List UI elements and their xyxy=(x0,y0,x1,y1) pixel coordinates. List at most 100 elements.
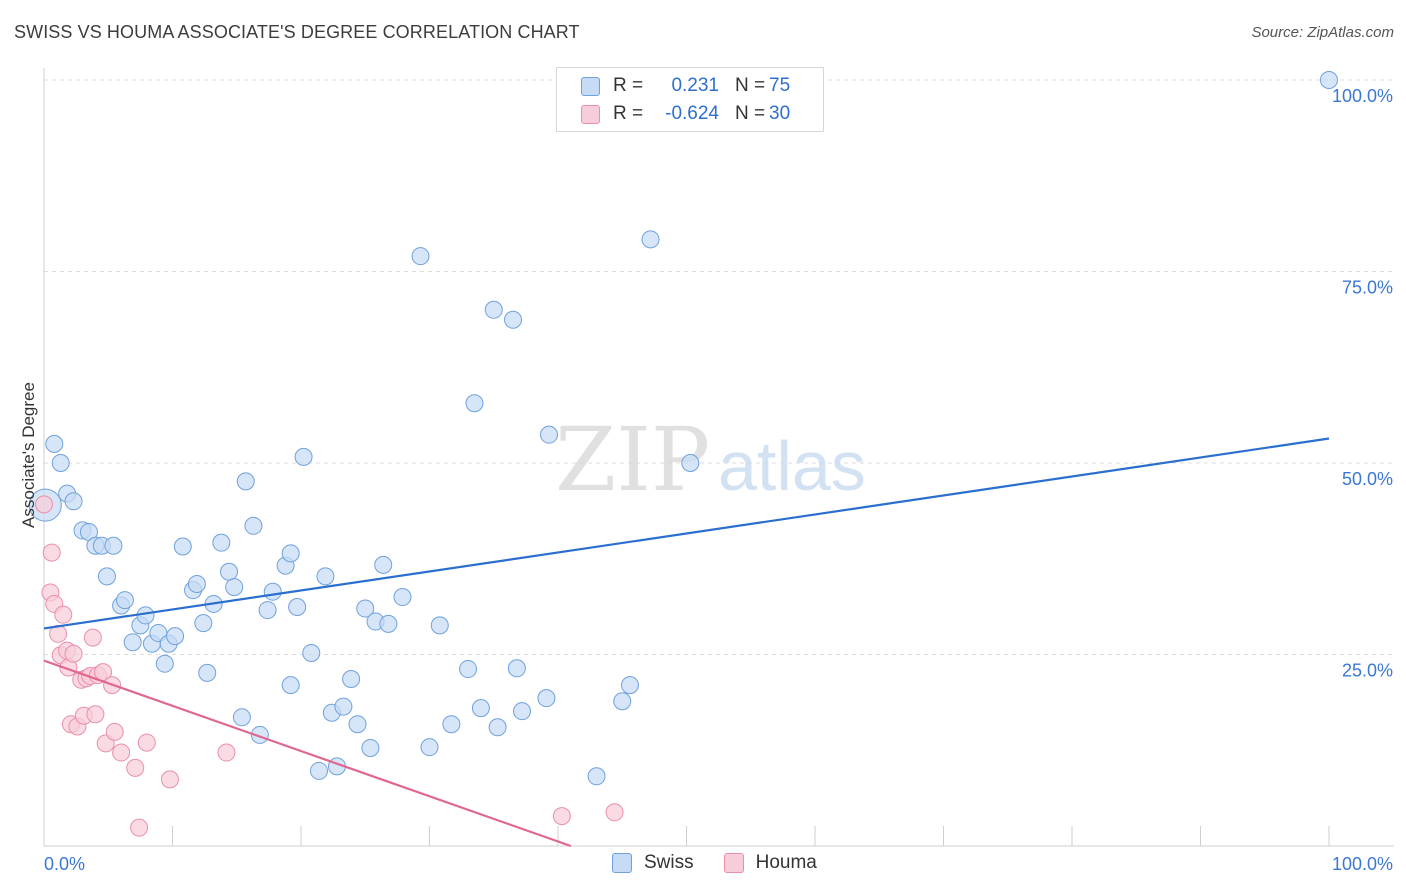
swiss-point xyxy=(411,247,430,266)
swiss-point xyxy=(64,492,83,511)
swiss-point xyxy=(115,591,134,610)
swiss-point xyxy=(281,544,300,563)
swiss-point xyxy=(379,614,398,633)
houma-point xyxy=(64,644,83,663)
houma-point xyxy=(35,495,53,514)
source-credit: Source: ZipAtlas.com xyxy=(1251,24,1394,41)
swiss-point xyxy=(309,761,328,780)
swiss-point xyxy=(442,715,461,734)
swiss-point xyxy=(471,699,490,718)
swiss-point xyxy=(459,660,478,679)
swiss-point xyxy=(302,643,321,662)
y-tick-label: 25.0% xyxy=(1342,661,1393,681)
swiss-point xyxy=(212,533,231,552)
houma-point xyxy=(552,807,571,826)
houma-point xyxy=(112,743,131,762)
swiss-point xyxy=(507,659,526,678)
houma-point xyxy=(126,758,145,777)
swiss-point xyxy=(1320,71,1338,89)
swiss-point xyxy=(166,627,185,646)
swiss-point xyxy=(504,310,523,329)
houma-points xyxy=(35,495,624,837)
swiss-point xyxy=(97,567,116,586)
houma-n-value: 30 xyxy=(769,103,791,124)
houma-point xyxy=(42,543,61,562)
swiss-point xyxy=(281,676,300,695)
swiss-point xyxy=(225,578,244,597)
swiss-point xyxy=(194,614,213,633)
swiss-point xyxy=(51,454,70,472)
swiss-point xyxy=(232,708,251,727)
swiss-point xyxy=(187,575,206,594)
swiss-trend-line xyxy=(43,437,1330,630)
swiss-point xyxy=(540,425,559,444)
swiss-point xyxy=(173,537,192,556)
swiss-legend-swatch xyxy=(612,853,632,873)
swiss-point xyxy=(374,555,393,574)
swiss-point xyxy=(342,670,361,689)
swiss-point xyxy=(244,516,263,535)
swiss-point xyxy=(258,601,277,620)
houma-point xyxy=(160,770,179,789)
swiss-point xyxy=(488,718,507,737)
r-label: R = xyxy=(613,75,644,96)
houma-legend-label: Houma xyxy=(755,852,817,873)
swiss-point xyxy=(123,633,142,652)
n-label: N = xyxy=(735,75,766,96)
houma-swatch xyxy=(581,104,600,124)
watermark-atlas: atlas xyxy=(718,427,866,505)
swiss-point xyxy=(681,454,700,472)
swiss-point xyxy=(587,767,606,786)
y-tick-label: 100.0% xyxy=(1332,86,1393,106)
gridlines xyxy=(44,79,1394,655)
swiss-n-value: 75 xyxy=(769,75,791,96)
swiss-point xyxy=(236,472,255,491)
swiss-point xyxy=(220,562,239,581)
houma-point xyxy=(86,705,105,724)
houma-point xyxy=(54,605,73,624)
x-tick-label: 100.0% xyxy=(1332,854,1393,874)
legend-row-swiss: R = 0.231 N = 75 xyxy=(557,72,790,100)
swiss-point xyxy=(465,394,484,413)
swiss-point xyxy=(334,697,353,716)
y-tick-label: 50.0% xyxy=(1342,469,1393,489)
swiss-point xyxy=(263,582,282,601)
swiss-point xyxy=(288,598,307,617)
trend-lines xyxy=(43,437,1330,848)
swiss-point xyxy=(356,599,375,618)
swiss-legend-label: Swiss xyxy=(644,852,694,873)
swiss-point xyxy=(641,230,660,249)
swiss-point xyxy=(198,663,217,682)
n-label: N = xyxy=(735,103,766,124)
correlation-legend: R = 0.231 N = 75 R = -0.624 N = 30 xyxy=(556,67,824,132)
r-label: R = xyxy=(613,103,644,124)
chart-title: SWISS VS HOUMA ASSOCIATE'S DEGREE CORREL… xyxy=(14,22,580,42)
axes xyxy=(43,68,1394,847)
swiss-point xyxy=(484,300,503,319)
houma-legend-swatch xyxy=(723,853,744,873)
houma-point xyxy=(130,818,149,837)
swiss-point xyxy=(294,447,313,466)
houma-point xyxy=(83,628,102,647)
swiss-point xyxy=(537,689,556,708)
legend-item-swiss[interactable]: Swiss xyxy=(612,852,694,874)
x-tick-label: 0.0% xyxy=(44,854,85,874)
legend-item-houma[interactable]: Houma xyxy=(723,852,817,874)
swiss-point xyxy=(316,567,335,586)
swiss-point xyxy=(430,616,449,635)
swiss-points xyxy=(28,71,1338,786)
houma-point xyxy=(105,722,124,741)
swiss-swatch xyxy=(581,76,600,96)
houma-r-value: -0.624 xyxy=(665,103,719,124)
swiss-point xyxy=(620,676,639,695)
y-tick-label: 75.0% xyxy=(1342,278,1393,298)
swiss-point xyxy=(513,702,532,721)
swiss-point xyxy=(104,536,123,555)
swiss-point xyxy=(361,738,380,757)
houma-point xyxy=(217,743,236,762)
legend-row-houma: R = -0.624 N = 30 xyxy=(557,100,790,128)
y-axis-label: Associate's Degree xyxy=(19,382,38,528)
series-legend: Swiss Houma xyxy=(612,852,847,874)
swiss-point xyxy=(155,654,174,673)
